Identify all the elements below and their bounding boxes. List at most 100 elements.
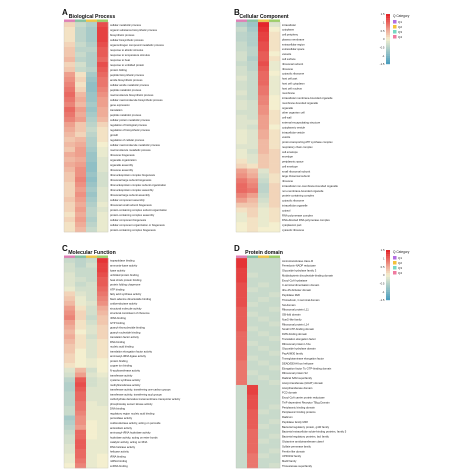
heatmap-cell <box>247 350 259 356</box>
heatmap-cell <box>64 310 76 316</box>
heatmap-cell <box>269 95 281 101</box>
heatmap-cell <box>247 306 259 313</box>
legend-gradient-step <box>386 45 390 48</box>
legend-swatch-q3 <box>393 266 397 270</box>
legend-gradient-step <box>386 256 390 259</box>
heatmap-cell <box>75 286 87 292</box>
heatmap-cell <box>64 286 76 292</box>
row-label: guanyl nucleotide binding <box>110 330 141 334</box>
panel-letter-c: C <box>62 244 68 253</box>
heatmap-cell <box>269 399 281 405</box>
heatmap-cell <box>75 117 87 123</box>
heatmap-cell <box>236 277 248 283</box>
heatmap-cell <box>269 384 281 391</box>
heatmap-cell <box>269 85 281 91</box>
heatmap-cell <box>236 458 248 464</box>
legend-gradient-step <box>386 61 390 65</box>
heatmap-cell <box>97 377 109 383</box>
heatmap-cell <box>64 463 76 469</box>
row-label: vesicle <box>282 135 291 139</box>
heatmap-cell <box>247 326 259 332</box>
heatmap-cell <box>269 389 281 396</box>
heatmap-cell <box>75 102 87 108</box>
heatmap-cell <box>236 144 248 150</box>
heatmap-cell <box>247 85 259 91</box>
heatmap-cell <box>86 182 98 188</box>
row-label: transferase activity, transferring acyl … <box>110 392 162 396</box>
heatmap-cell <box>97 207 109 213</box>
heatmap-cell <box>64 281 76 287</box>
heatmap-cell <box>86 172 98 178</box>
heatmap-cell <box>86 102 98 108</box>
row-label: peptide metabolic process <box>110 88 142 92</box>
row-label: Glycoside hydrolase domain <box>282 347 316 351</box>
heatmap-cell <box>64 32 76 38</box>
heatmap-cell <box>236 26 248 33</box>
heatmap-cell <box>247 36 259 42</box>
heatmap-cell <box>247 321 259 327</box>
heatmap-frame-d <box>235 257 281 469</box>
row-label: peptide biosynthetic process <box>110 73 145 77</box>
row-label: DEAD/DEAH box helicase <box>282 361 314 365</box>
row-label: Ferritin-like domain <box>282 449 305 453</box>
heatmap-cell <box>86 391 98 397</box>
heatmap-cell <box>236 404 248 410</box>
panel-letter-d: D <box>234 244 240 253</box>
heatmap-cell <box>247 301 259 308</box>
panel-letter-a: A <box>62 8 68 17</box>
heatmap-cell <box>86 343 98 349</box>
row-label: C-terminal dimerisation domain <box>282 283 320 287</box>
heatmap-cell <box>64 212 76 218</box>
heatmap-cell <box>247 277 259 283</box>
heatmap-cell <box>247 227 259 233</box>
legend-label-q2: Q2 <box>398 25 402 29</box>
legend-gradient-step <box>386 289 390 292</box>
heatmap-cell <box>269 212 281 218</box>
row-label: external encapsulating structure <box>282 120 321 124</box>
heatmap-cell <box>75 172 87 178</box>
heatmap-cell <box>64 72 76 78</box>
heatmap-cell <box>75 62 87 68</box>
legend-tick: 1 <box>383 21 385 25</box>
heatmap-cell <box>236 360 248 366</box>
heatmap-cell <box>64 62 76 68</box>
heatmap-cell <box>86 277 98 283</box>
heatmap-cell <box>75 324 87 330</box>
legend-gradient-step <box>386 270 390 274</box>
heatmap-cell <box>236 282 248 288</box>
heatmap-cell <box>258 321 270 327</box>
heatmap-cell <box>269 350 281 356</box>
row-label: host cell part <box>282 77 297 81</box>
heatmap-cell <box>258 178 270 184</box>
heatmap-cell <box>64 410 76 416</box>
row-label: non-membrane-bounded organelle <box>282 189 324 193</box>
legend-gradient-step <box>386 293 390 297</box>
row-label: intracellular <box>282 23 296 27</box>
heatmap-cell <box>258 173 270 179</box>
heatmap-cell <box>75 315 87 321</box>
panel-letter-b: B <box>234 8 240 17</box>
row-label: Enoyl-CoA hydratase <box>282 278 308 282</box>
heatmap-cell <box>247 463 259 469</box>
heatmap-cell <box>75 458 87 464</box>
heatmap-cell <box>86 296 98 302</box>
heatmap-cell <box>86 429 98 435</box>
heatmap-cell <box>236 139 248 145</box>
row-label: N-acyltransferase activity <box>110 368 141 372</box>
heatmap-cell <box>75 396 87 402</box>
heatmap-cell <box>86 291 98 297</box>
heatmap-cell <box>86 448 98 454</box>
heatmap-cell <box>86 52 98 58</box>
heatmap-cell <box>75 157 87 163</box>
heatmap-cell <box>97 32 109 38</box>
heatmap-cell <box>236 192 248 199</box>
heatmap-cell <box>64 396 76 402</box>
heatmap-cell <box>247 65 259 72</box>
row-label: cytosolic ribosome <box>282 228 305 232</box>
row-label: Bacterial regulatory protein, gntR famil… <box>282 425 330 429</box>
heatmap-cell <box>97 386 109 392</box>
heatmap-cell <box>269 26 281 33</box>
heatmap-cell <box>64 22 76 28</box>
heatmap-cell <box>258 90 270 96</box>
heatmap-cell <box>236 306 248 313</box>
